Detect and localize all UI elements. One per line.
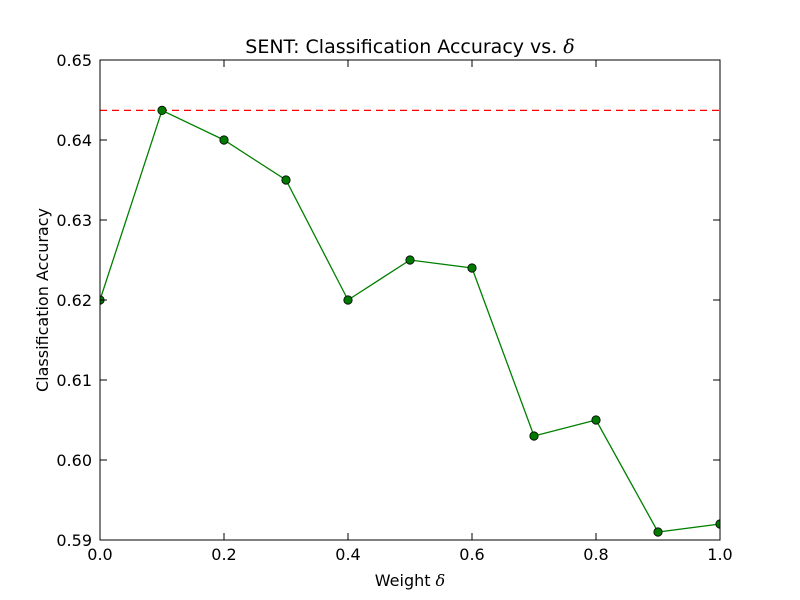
data-point [405, 255, 415, 265]
data-point [281, 175, 291, 185]
data-point [653, 527, 663, 537]
y-axis-label: Classification Accuracy [33, 208, 52, 392]
chart-title-text: SENT: Classification Accuracy vs. [245, 36, 557, 58]
x-axis-ticks: 0.0 0.2 0.4 0.6 0.8 1.0 [87, 60, 733, 564]
x-tick-label: 0.6 [459, 545, 484, 564]
chart-title-symbol: δ [563, 36, 574, 58]
x-tick-label: 0.0 [87, 545, 112, 564]
y-tick-label: 0.60 [56, 451, 92, 470]
data-point [467, 263, 477, 273]
plot-area [99, 105, 721, 537]
data-point [343, 295, 353, 305]
x-tick-label: 0.4 [335, 545, 360, 564]
y-tick-label: 0.65 [56, 51, 92, 70]
data-point [157, 105, 167, 116]
data-point [529, 431, 539, 441]
x-axis-label-text: Weight [375, 571, 431, 590]
y-tick-label: 0.63 [56, 211, 92, 230]
y-axis-ticks: 0.59 0.60 0.61 0.62 0.63 0.64 0.65 [56, 51, 720, 550]
y-tick-label: 0.61 [56, 371, 92, 390]
x-axis-label: Weight δ [375, 571, 445, 590]
plot-frame [99, 59, 721, 541]
data-point [591, 415, 601, 425]
y-tick-label: 0.64 [56, 131, 92, 150]
y-tick-label: 0.59 [56, 531, 92, 550]
x-tick-label: 1.0 [707, 545, 732, 564]
x-tick-label: 0.2 [211, 545, 236, 564]
x-axis-label-symbol: δ [436, 571, 446, 590]
y-tick-label: 0.62 [56, 291, 92, 310]
data-point [219, 135, 229, 145]
chart-title: SENT: Classification Accuracy vs. δ [245, 36, 574, 58]
x-tick-label: 0.8 [583, 545, 608, 564]
